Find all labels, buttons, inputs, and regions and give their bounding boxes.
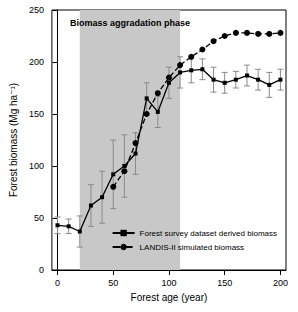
svg-text:Forest age (year): Forest age (year) [131, 292, 208, 303]
svg-text:200: 200 [273, 278, 288, 288]
svg-text:100: 100 [29, 161, 44, 171]
svg-text:Forest survey dataset derived: Forest survey dataset derived biomass [140, 229, 277, 238]
svg-text:250: 250 [29, 5, 44, 15]
svg-text:50: 50 [34, 213, 44, 223]
svg-text:Forest biomass (Mg ha⁻¹): Forest biomass (Mg ha⁻¹) [8, 83, 19, 197]
svg-text:50: 50 [108, 278, 118, 288]
svg-text:0: 0 [55, 278, 60, 288]
svg-text:Biomass aggradation phase: Biomass aggradation phase [70, 18, 190, 28]
svg-text:LANDIS-II simulated biomass: LANDIS-II simulated biomass [140, 243, 244, 252]
svg-text:150: 150 [29, 109, 44, 119]
svg-text:200: 200 [29, 57, 44, 67]
svg-text:0: 0 [39, 265, 44, 275]
svg-text:100: 100 [161, 278, 176, 288]
svg-text:150: 150 [217, 278, 232, 288]
